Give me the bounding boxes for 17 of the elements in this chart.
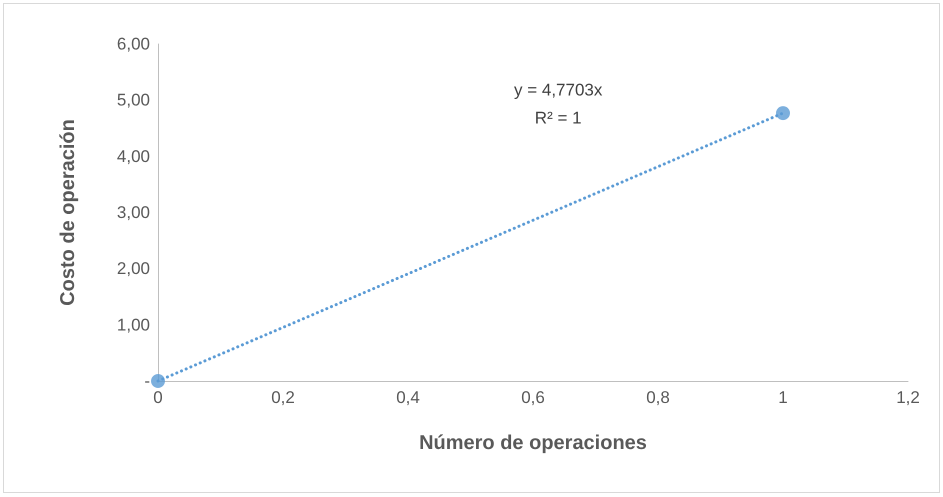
- y-tick-label: 5,00: [116, 90, 150, 110]
- x-tick-label: 0,2: [271, 388, 295, 407]
- x-tick-label: 1: [778, 388, 788, 407]
- y-axis-title: Costo de operación: [57, 119, 79, 306]
- y-tick-label: -: [144, 372, 150, 390]
- x-axis-title: Número de operaciones: [419, 432, 647, 454]
- x-tick-label: 0,4: [396, 388, 420, 407]
- y-tick-label: 3,00: [116, 203, 150, 222]
- x-tick-label: 0: [153, 388, 163, 407]
- y-tick-label: 1,00: [116, 315, 150, 334]
- x-tick-label: 0,6: [521, 388, 545, 407]
- y-tick-label: 4,00: [116, 146, 150, 166]
- x-tick-label: 0,8: [646, 388, 670, 407]
- x-tick-label: 1,2: [896, 388, 920, 407]
- annotation: y = 4,7703x R² = 1: [514, 80, 603, 128]
- y-tick-label: 2,00: [116, 259, 150, 278]
- y-tick-label: 6,00: [116, 34, 150, 54]
